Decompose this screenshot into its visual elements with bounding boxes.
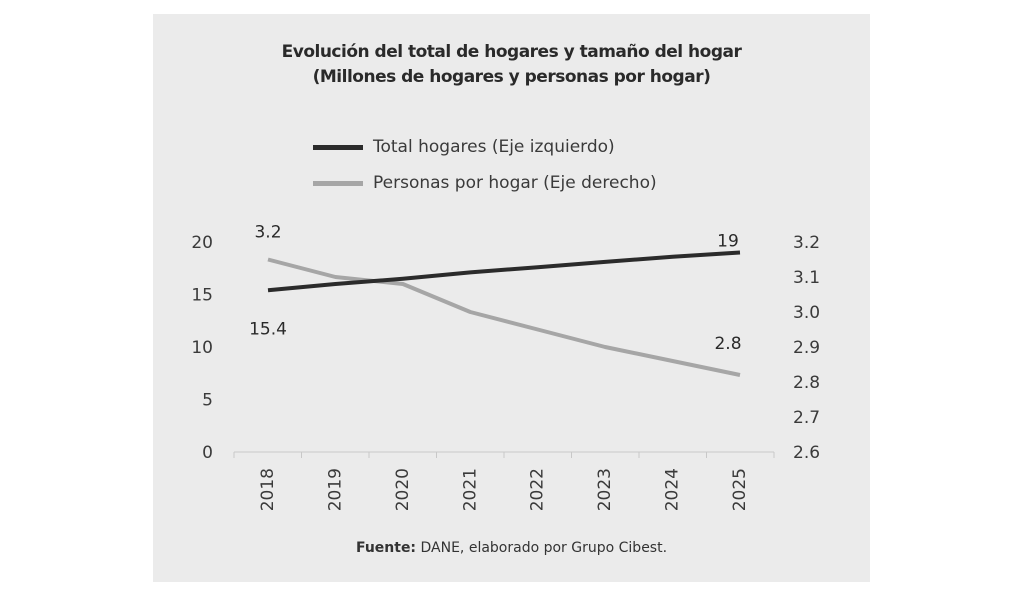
series-line-total-hogares <box>267 250 741 293</box>
y-left-tick-label: 0 <box>202 443 213 463</box>
y-right-tick-label: 3.1 <box>793 268 820 288</box>
legend-label-personas-por-hogar: Personas por hogar (Eje derecho) <box>373 173 657 193</box>
legend-label-total-hogares: Total hogares (Eje izquierdo) <box>373 137 615 157</box>
x-tick-label: 2023 <box>595 468 615 511</box>
legend-item-total-hogares: Total hogares (Eje izquierdo) <box>313 135 615 159</box>
x-tick-label: 2020 <box>393 468 413 511</box>
y-left-tick-label: 10 <box>191 338 213 358</box>
series-line-personas-por-hogar <box>267 257 741 377</box>
y-left-tick-label: 5 <box>202 391 213 411</box>
y-right-tick-label: 3.2 <box>793 233 820 253</box>
legend-item-personas-por-hogar: Personas por hogar (Eje derecho) <box>313 171 657 195</box>
data-label: 2.8 <box>714 334 741 354</box>
x-tick-label: 2021 <box>460 468 480 511</box>
y-right-tick-label: 2.6 <box>793 443 820 463</box>
y-right-tick-label: 2.7 <box>793 408 820 428</box>
y-right-tick-label: 2.8 <box>793 373 820 393</box>
chart-title-line1: Evolución del total de hogares y tamaño … <box>281 42 742 62</box>
x-tick-label: 2025 <box>730 468 750 511</box>
y-right-tick-label: 2.9 <box>793 338 820 358</box>
chart-panel <box>153 14 870 582</box>
legend-swatch-total-hogares <box>313 144 363 150</box>
y-left-tick-label: 15 <box>191 286 213 306</box>
x-tick-label: 2024 <box>663 468 683 511</box>
source-note: Fuente: DANE, elaborado por Grupo Cibest… <box>153 540 870 556</box>
data-label: 19 <box>717 232 739 252</box>
x-tick-label: 2018 <box>258 468 278 511</box>
chart-subtitle: (Millones de hogares y personas por hoga… <box>312 67 711 87</box>
legend-swatch-personas-por-hogar <box>313 180 363 186</box>
chart-title: Evolución del total de hogares y tamaño … <box>153 40 870 90</box>
x-tick-label: 2019 <box>325 468 345 511</box>
x-tick-label: 2022 <box>528 468 548 511</box>
data-label: 15.4 <box>249 319 287 339</box>
y-left-tick-label: 20 <box>191 233 213 253</box>
source-text: DANE, elaborado por Grupo Cibest. <box>416 540 668 556</box>
y-right-tick-label: 3.0 <box>793 303 820 323</box>
source-label: Fuente: <box>355 540 417 556</box>
data-label: 3.2 <box>254 223 281 243</box>
